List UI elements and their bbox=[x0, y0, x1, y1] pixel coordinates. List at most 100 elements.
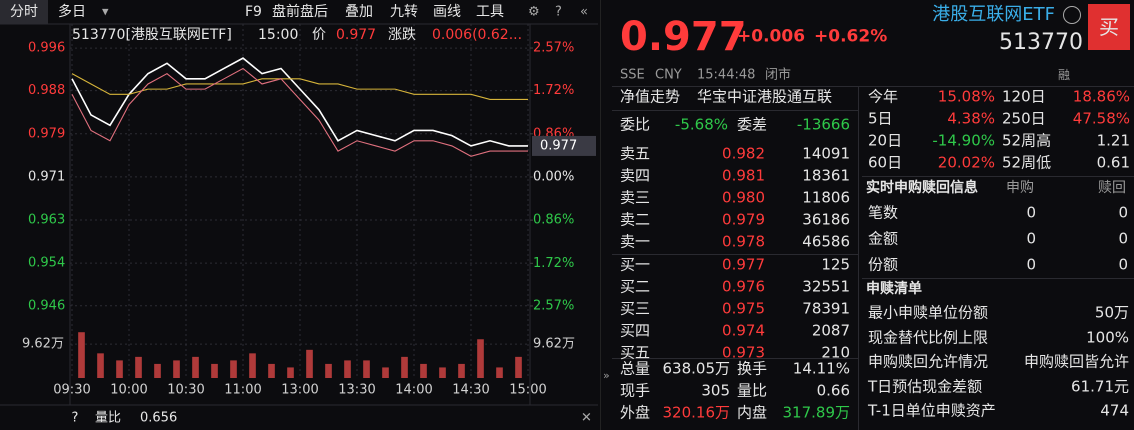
tool-button[interactable]: 叠加 bbox=[345, 4, 373, 20]
order-volume: 210 bbox=[821, 343, 850, 362]
row-value: 61.71元 bbox=[1071, 377, 1129, 395]
divider bbox=[858, 86, 859, 430]
volume-bar bbox=[211, 363, 218, 378]
divider bbox=[612, 110, 858, 111]
row-value: 0 bbox=[1118, 255, 1128, 274]
section-title: 实时申购赎回信息 bbox=[866, 180, 978, 196]
last-price-tag: 0.977 bbox=[540, 138, 577, 153]
indicator-label: 量比 bbox=[95, 410, 122, 426]
last-price: 0.977 bbox=[620, 14, 747, 60]
help-button[interactable]: ? bbox=[71, 410, 79, 426]
perf-value: 47.58% bbox=[1072, 109, 1130, 128]
security-label: 513770[港股互联网ETF] bbox=[72, 27, 232, 43]
value: -13666 bbox=[796, 115, 850, 134]
row-label: 笔数 bbox=[868, 203, 899, 222]
tool-button[interactable]: 九转 bbox=[390, 4, 418, 20]
intraday-chart: ▾ ⚙ ? « ✕ 0.996 0.988 0.979 0.971 0.963 0.954… bbox=[0, 0, 598, 426]
price-line bbox=[71, 73, 528, 101]
order-level: 买五 bbox=[620, 343, 651, 362]
volume-bar bbox=[325, 363, 332, 378]
y-tick-label: 0.963 bbox=[28, 213, 65, 228]
volume-bar bbox=[192, 356, 199, 378]
y-tick-label: 0.988 bbox=[28, 83, 65, 98]
perf-value: 4.38% bbox=[947, 109, 995, 128]
order-price: 0.976 bbox=[722, 277, 765, 296]
row-label: 份额 bbox=[868, 255, 899, 274]
currency: CNY bbox=[655, 67, 682, 83]
order-level: 买四 bbox=[620, 321, 651, 340]
perf-label: 250日 bbox=[1002, 109, 1046, 128]
market: SSE bbox=[620, 67, 645, 83]
volume-bar bbox=[230, 360, 237, 378]
last-price-tag-bg bbox=[532, 135, 596, 156]
row-label: T日预估现金差额 bbox=[868, 377, 983, 395]
row-value: 100% bbox=[1086, 328, 1129, 346]
buy-button[interactable] bbox=[1088, 4, 1130, 50]
order-price: 0.973 bbox=[722, 343, 765, 362]
y-tick-label: 0.979 bbox=[28, 126, 65, 141]
info-icon[interactable] bbox=[1063, 6, 1081, 24]
order-volume: 36186 bbox=[802, 210, 850, 229]
order-level: 卖三 bbox=[620, 188, 651, 207]
order-level: 买二 bbox=[620, 277, 651, 296]
perf-label: 52周高 bbox=[1002, 131, 1052, 150]
y2-tick-label: 2.57% bbox=[533, 298, 574, 313]
collapse-icon[interactable]: « bbox=[580, 5, 588, 20]
price-value: 0.977 bbox=[336, 27, 377, 43]
divider bbox=[862, 278, 1134, 279]
order-price: 0.981 bbox=[722, 166, 765, 185]
price-change: +0.006 bbox=[737, 26, 806, 47]
perf-label: 60日 bbox=[868, 153, 903, 172]
volume-tick-label: 9.62万 bbox=[533, 337, 575, 352]
y2-tick-label: 1.72% bbox=[533, 256, 574, 271]
row-value: 申购赎回皆允许 bbox=[1023, 352, 1129, 371]
volume-bar bbox=[268, 363, 275, 378]
expand-icon[interactable]: » bbox=[603, 369, 610, 382]
buy-label[interactable]: 买 bbox=[1099, 15, 1119, 39]
stat-label: 换手 bbox=[737, 359, 768, 378]
order-volume: 125 bbox=[821, 255, 850, 274]
tool-button[interactable]: F9 bbox=[245, 4, 262, 20]
x-tick-label: 10:00 bbox=[110, 383, 147, 398]
order-level: 卖二 bbox=[620, 210, 651, 229]
order-price: 0.982 bbox=[722, 144, 765, 163]
volume-tick-label: 9.62万 bbox=[22, 337, 64, 352]
order-price: 0.974 bbox=[722, 321, 765, 340]
tool-button[interactable]: 画线 bbox=[433, 4, 461, 20]
perf-label: 5日 bbox=[868, 109, 893, 128]
column-header: 申购 bbox=[1006, 180, 1034, 196]
tab[interactable]: 分时 bbox=[10, 4, 38, 20]
order-volume: 18361 bbox=[802, 166, 850, 185]
stat-value: 14.11% bbox=[792, 359, 850, 378]
volume-bar bbox=[135, 356, 142, 378]
quote-time: 15:44:48 bbox=[697, 67, 756, 83]
margin-badge: 融 bbox=[1058, 68, 1071, 82]
y-tick-label: 0.996 bbox=[28, 41, 65, 56]
stat-value: 638.05万 bbox=[662, 359, 731, 378]
volume-bar bbox=[154, 363, 161, 378]
stat-value: 305 bbox=[701, 381, 730, 400]
order-volume: 11806 bbox=[802, 188, 850, 207]
divider bbox=[612, 358, 858, 359]
tool-button[interactable]: 盘前盘后 bbox=[272, 4, 328, 20]
perf-value: 15.08% bbox=[937, 87, 995, 106]
y2-tick-label: 2.57% bbox=[533, 41, 574, 56]
volume-bar bbox=[173, 360, 180, 378]
security-code: 513770 bbox=[999, 30, 1083, 55]
value: -5.68% bbox=[674, 115, 728, 134]
price-change-pct: +0.62% bbox=[814, 26, 888, 47]
row-value: 0 bbox=[1118, 229, 1128, 248]
stat-label: 总量 bbox=[620, 359, 651, 378]
order-price: 0.977 bbox=[722, 255, 765, 274]
order-level: 卖一 bbox=[620, 232, 651, 251]
settings-icon[interactable]: ⚙ bbox=[528, 5, 540, 20]
close-icon[interactable]: ✕ bbox=[581, 411, 592, 426]
price-line bbox=[71, 67, 528, 157]
divider bbox=[862, 176, 1134, 177]
volume-bar bbox=[306, 349, 313, 378]
stat-label: 现手 bbox=[620, 381, 651, 400]
help-icon[interactable]: ? bbox=[555, 5, 562, 20]
dropdown-icon[interactable]: ▾ bbox=[102, 5, 109, 20]
tool-button[interactable]: 工具 bbox=[476, 4, 504, 20]
tab[interactable]: 多日 bbox=[58, 4, 86, 20]
